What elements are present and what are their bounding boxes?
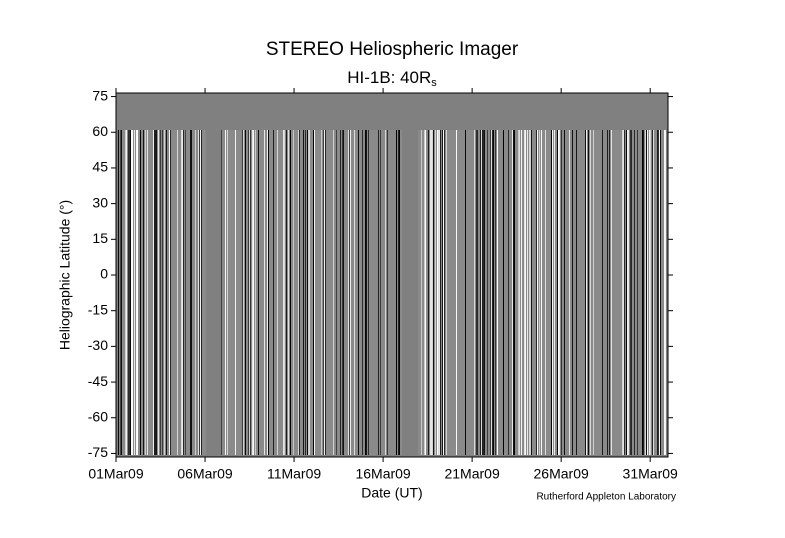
- image-strip: [221, 130, 402, 455]
- x-tick-label: 16Mar09: [355, 466, 410, 482]
- subtitle-subscript: s: [431, 77, 437, 89]
- image-area: [116, 93, 668, 457]
- x-axis-label: Date (UT): [361, 485, 422, 501]
- x-tick-label: 21Mar09: [444, 466, 499, 482]
- y-tick-label: -45: [88, 373, 108, 389]
- chart-subtitle: HI-1B: 40Rs: [347, 68, 437, 88]
- y-tick-label: -60: [88, 408, 108, 424]
- y-tick-label: 60: [92, 123, 108, 139]
- y-axis-label: Heliographic Latitude (°): [57, 200, 73, 350]
- x-tick-label: 31Mar09: [623, 466, 678, 482]
- credit: Rutherford Appleton Laboratory: [536, 492, 676, 503]
- y-tick-label: -75: [88, 444, 108, 460]
- x-tick-label: 01Mar09: [88, 466, 143, 482]
- subtitle-main: HI-1B: 40R: [347, 68, 431, 87]
- y-tick-label: 45: [92, 159, 108, 175]
- y-tick-label: -15: [88, 301, 108, 317]
- x-tick-label: 26Mar09: [534, 466, 589, 482]
- x-tick-label: 06Mar09: [177, 466, 232, 482]
- y-tick-label: -30: [88, 337, 108, 353]
- y-tick-label: 75: [92, 87, 108, 103]
- chart-title: STEREO Heliospheric Imager: [266, 39, 519, 60]
- y-tick-label: 30: [92, 194, 108, 210]
- y-tick-label: 15: [92, 230, 108, 246]
- x-tick-label: 11Mar09: [267, 466, 321, 482]
- y-tick-label: 0: [100, 266, 108, 282]
